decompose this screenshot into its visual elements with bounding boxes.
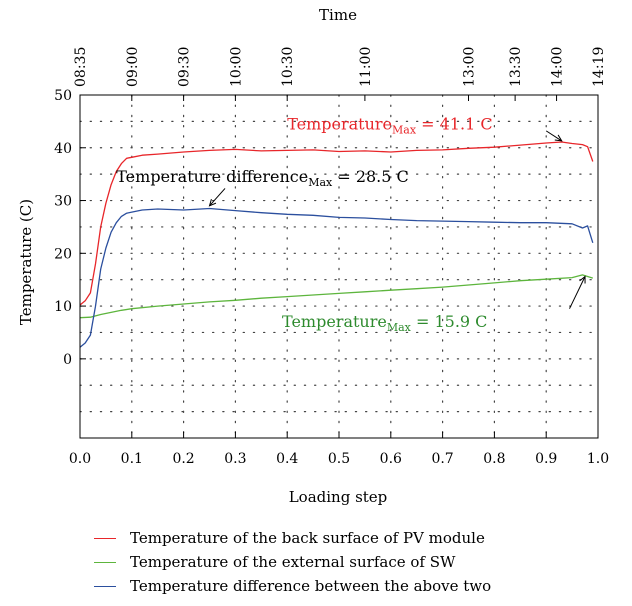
x-tick-label: 0.2 xyxy=(172,451,194,467)
grid-layer xyxy=(79,94,599,439)
y-tick-label: 30 xyxy=(54,194,72,210)
annotation-arrowhead xyxy=(554,134,563,142)
legend-label-diff: Temperature difference between the above… xyxy=(130,577,492,595)
legend-item: Temperature of the back surface of PV mo… xyxy=(94,526,491,550)
legend-item: Temperature difference between the above… xyxy=(94,574,491,598)
series-layer xyxy=(79,141,594,348)
x-tick-label: 0.9 xyxy=(535,451,557,467)
top-tick-label: 14:00 xyxy=(550,47,566,87)
x-tick-label: 0.1 xyxy=(121,451,143,467)
legend-label-sw: Temperature of the external surface of S… xyxy=(130,553,456,571)
annotation-arrowhead xyxy=(208,198,217,207)
y-tick-label: 40 xyxy=(54,141,72,157)
y-tick-label: 20 xyxy=(54,246,72,262)
x-tick-label: 0.7 xyxy=(431,451,453,467)
y-tick-label: 0 xyxy=(63,352,72,368)
top-tick-label: 14:19 xyxy=(591,47,607,87)
x-tick-label: 0.0 xyxy=(69,451,91,467)
top-tick-label: 13:00 xyxy=(462,47,478,87)
series-line xyxy=(79,141,594,306)
annotation-arrowhead xyxy=(579,275,586,284)
x-tick-label: 1.0 xyxy=(587,451,609,467)
series-line xyxy=(79,274,593,319)
x-tick-label: 0.6 xyxy=(380,451,402,467)
x-axis-title: Loading step xyxy=(289,488,388,506)
max-annotation: Temperature differenceMax = 28.5 C xyxy=(116,167,409,189)
tick-layer: 0.0 0.1 0.2 0.3 0.4 0.5 0.6 0.7 0.8 0.9 1.0 0 10 20 30… xyxy=(54,47,609,467)
top-tick-label: 08:35 xyxy=(73,47,89,87)
top-tick-label: 10:30 xyxy=(280,47,296,87)
top-tick-label: 11:00 xyxy=(358,47,374,87)
legend-swatch-sw xyxy=(94,561,116,563)
top-axis-title: Time xyxy=(319,6,357,24)
top-tick-label: 10:00 xyxy=(228,47,244,87)
annotation-arrow xyxy=(545,130,563,142)
x-tick-label: 0.8 xyxy=(483,451,505,467)
annotation-layer: TemperatureMax = 41.1 C Temperature diffe… xyxy=(116,114,586,334)
y-tick-label: 50 xyxy=(54,88,72,104)
legend: Temperature of the back surface of PV mo… xyxy=(94,526,491,598)
annotation-arrow xyxy=(209,188,226,207)
top-tick-label: 09:30 xyxy=(177,47,193,87)
legend-swatch-diff xyxy=(94,585,116,587)
legend-label-pv: Temperature of the back surface of PV mo… xyxy=(130,529,485,547)
y-tick-label: 10 xyxy=(54,299,72,315)
legend-swatch-pv xyxy=(94,537,116,539)
top-tick-label: 13:30 xyxy=(508,47,524,87)
max-annotation: TemperatureMax = 15.9 C xyxy=(282,312,487,334)
x-tick-label: 0.3 xyxy=(224,451,246,467)
max-annotation: TemperatureMax = 41.1 C xyxy=(287,114,492,136)
x-tick-label: 0.5 xyxy=(328,451,350,467)
series-line xyxy=(79,207,594,348)
top-tick-label: 09:00 xyxy=(125,47,141,87)
y-axis-title: Temperature (C) xyxy=(17,199,35,325)
x-tick-label: 0.4 xyxy=(276,451,298,467)
legend-item: Temperature of the external surface of S… xyxy=(94,550,491,574)
chart-svg: Time Loading step Temperature (C) Temper… xyxy=(17,6,609,506)
annotation-arrow xyxy=(569,276,586,309)
